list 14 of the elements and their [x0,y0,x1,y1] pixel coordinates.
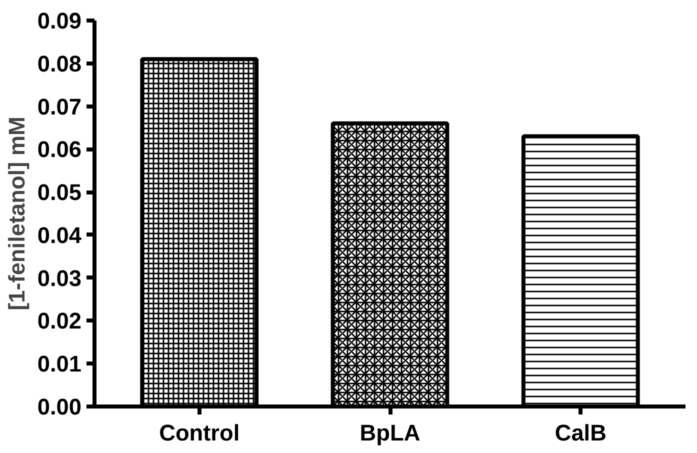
y-tick-label: 0.05 [37,179,82,206]
y-tick-label: 0.01 [37,350,82,377]
y-tick-label: 0.04 [37,222,82,248]
y-tick-label: 0.09 [37,8,82,34]
y-tick-label: 0.06 [37,136,82,162]
x-tick-label: CalB [554,420,606,446]
y-tick-label: 0.02 [37,308,82,334]
y-tick-label: 0.08 [37,50,82,76]
y-tick-label: 0.03 [37,264,82,291]
y-axis-title: [1-feniletanol] mM [3,116,30,310]
x-tick-label: BpLA [360,420,420,446]
x-tick-label: Control [159,420,240,446]
y-tick-label: 0.07 [37,93,82,120]
y-tick-label: 0.00 [37,394,82,420]
